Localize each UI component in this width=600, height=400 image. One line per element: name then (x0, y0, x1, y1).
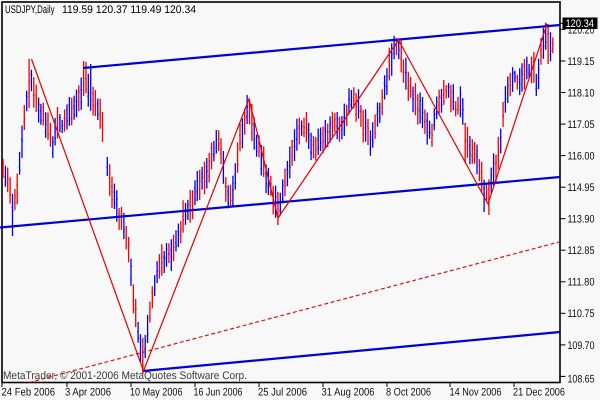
svg-text:8 Oct 2006: 8 Oct 2006 (386, 387, 431, 399)
svg-text:24 Feb 2006: 24 Feb 2006 (2, 387, 56, 399)
svg-text:109.70: 109.70 (568, 340, 595, 352)
svg-text:USDJPY,Daily: USDJPY,Daily (5, 4, 55, 16)
svg-text:16 Jun 2006: 16 Jun 2006 (194, 387, 243, 399)
svg-text:118.10: 118.10 (568, 87, 595, 99)
svg-text:3 Apr 2006: 3 Apr 2006 (65, 387, 111, 399)
svg-text:21 Dec 2006: 21 Dec 2006 (513, 387, 565, 399)
svg-text:114.95: 114.95 (568, 182, 595, 194)
svg-text:119.59 120.37 119.49 120.34: 119.59 120.37 119.49 120.34 (62, 4, 196, 16)
svg-text:120.34: 120.34 (566, 18, 595, 30)
svg-text:MetaTrader, © 2001-2006 MetaQu: MetaTrader, © 2001-2006 MetaQuotes Softw… (3, 370, 247, 382)
svg-text:25 Jul 2006: 25 Jul 2006 (258, 387, 307, 399)
svg-text:111.80: 111.80 (568, 277, 595, 289)
svg-text:112.85: 112.85 (568, 245, 595, 257)
svg-text:108.65: 108.65 (568, 373, 595, 385)
svg-text:10 May 2006: 10 May 2006 (130, 387, 183, 399)
svg-text:14 Nov 2006: 14 Nov 2006 (450, 387, 502, 399)
svg-text:110.75: 110.75 (568, 308, 595, 320)
svg-text:113.90: 113.90 (568, 214, 595, 226)
svg-text:116.00: 116.00 (568, 151, 595, 163)
svg-text:31 Aug 2006: 31 Aug 2006 (322, 387, 375, 399)
svg-text:119.15: 119.15 (568, 56, 595, 68)
svg-text:117.05: 117.05 (568, 119, 595, 131)
